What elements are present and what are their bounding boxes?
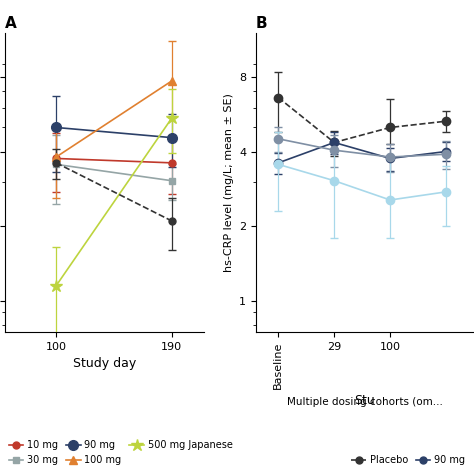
- Text: Multiple dosing cohorts (om...: Multiple dosing cohorts (om...: [287, 398, 443, 408]
- Text: A: A: [5, 16, 17, 31]
- Y-axis label: hs-CRP level (mg/L; mean ± SE): hs-CRP level (mg/L; mean ± SE): [224, 93, 234, 272]
- Text: B: B: [256, 16, 268, 31]
- Legend: Placebo, 90 mg: Placebo, 90 mg: [347, 451, 469, 469]
- X-axis label: Study day: Study day: [73, 357, 136, 370]
- Legend: 10 mg, 30 mg, 90 mg, 100 mg, 500 mg Japanese: 10 mg, 30 mg, 90 mg, 100 mg, 500 mg Japa…: [5, 437, 237, 469]
- X-axis label: Stu: Stu: [355, 394, 375, 408]
